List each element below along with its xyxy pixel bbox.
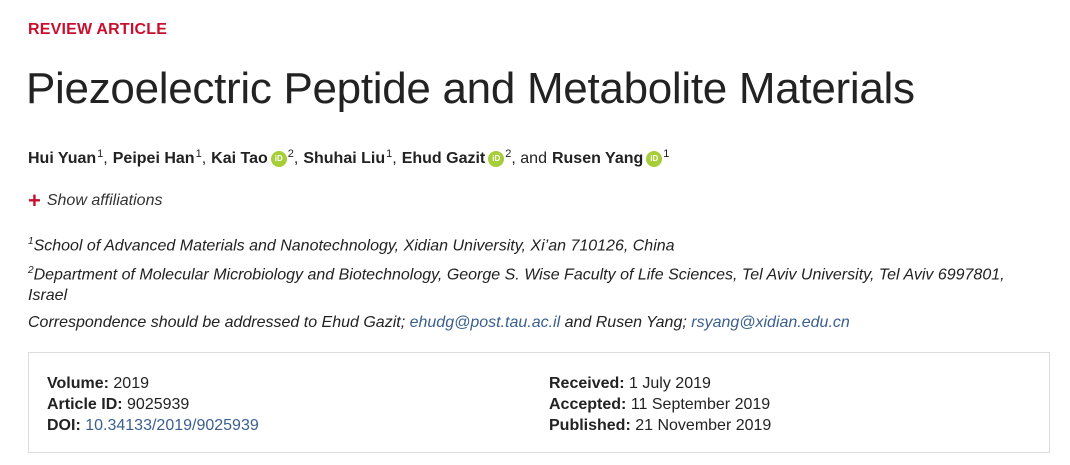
author[interactable]: Hui Yuan 1 bbox=[28, 148, 104, 168]
affiliation-text: Department of Molecular Microbiology and… bbox=[28, 266, 1005, 305]
orcid-icon[interactable]: iD bbox=[270, 151, 287, 167]
metadata-left-column: Volume: 2019 Article ID: 9025939 DOI: 10… bbox=[47, 373, 259, 436]
received-date: 1 July 2019 bbox=[629, 375, 711, 392]
article-id-value: 9025939 bbox=[127, 396, 190, 413]
author[interactable]: Peipei Han 1 bbox=[112, 148, 202, 168]
correspondence-middle: and Rusen Yang; bbox=[564, 314, 687, 331]
published-row: Published: 21 November 2019 bbox=[549, 415, 771, 436]
author-affiliation-number: 1 bbox=[97, 148, 104, 160]
article-id-label: Article ID: bbox=[47, 396, 123, 413]
received-label: Received: bbox=[549, 375, 625, 392]
author[interactable]: Kai Tao iD 2 bbox=[211, 148, 294, 168]
article-id-row: Article ID: 9025939 bbox=[47, 394, 259, 415]
metadata-right-column: Received: 1 July 2019 Accepted: 11 Septe… bbox=[549, 373, 771, 436]
author-separator: , bbox=[293, 150, 299, 167]
article-type-label: REVIEW ARTICLE bbox=[28, 21, 168, 38]
article-title: Piezoelectric Peptide and Metabolite Mat… bbox=[26, 64, 915, 113]
volume-row: Volume: 2019 bbox=[47, 373, 259, 394]
author-list: Hui Yuan 1, Peipei Han 1, Kai Tao iD 2, Shuh… bbox=[28, 148, 670, 168]
correspondence-note: Correspondence should be addressed to Eh… bbox=[28, 312, 1028, 333]
author-name[interactable]: Ehud Gazit bbox=[401, 150, 486, 167]
email-link[interactable]: rsyang@xidian.edu.cn bbox=[691, 314, 850, 331]
author-name[interactable]: Shuhai Liu bbox=[303, 150, 386, 167]
author[interactable]: Shuhai Liu 1 bbox=[303, 148, 393, 168]
doi-row: DOI: 10.34133/2019/9025939 bbox=[47, 415, 259, 436]
accepted-label: Accepted: bbox=[549, 396, 627, 413]
received-row: Received: 1 July 2019 bbox=[549, 373, 771, 394]
author-affiliation-number: 1 bbox=[386, 148, 393, 160]
author[interactable]: Ehud Gazit iD 2 bbox=[401, 148, 512, 168]
doi-link[interactable]: 10.34133/2019/9025939 bbox=[85, 417, 259, 434]
author-separator: , and bbox=[511, 150, 547, 167]
published-date: 21 November 2019 bbox=[635, 417, 772, 434]
author-separator: , bbox=[201, 150, 207, 167]
published-label: Published: bbox=[549, 417, 631, 434]
author[interactable]: Rusen Yang iD 1 bbox=[551, 148, 670, 168]
author-separator: , bbox=[103, 150, 108, 167]
author-name[interactable]: Hui Yuan bbox=[28, 150, 97, 167]
doi-label: DOI: bbox=[47, 417, 81, 434]
accepted-date: 11 September 2019 bbox=[630, 396, 771, 413]
author-name[interactable]: Kai Tao bbox=[211, 150, 268, 167]
orcid-icon[interactable]: iD bbox=[646, 151, 663, 167]
author-name[interactable]: Rusen Yang bbox=[551, 150, 644, 167]
author-name[interactable]: Peipei Han bbox=[112, 150, 195, 167]
affiliation-number: 2 bbox=[28, 265, 34, 276]
article-metadata-box: Volume: 2019 Article ID: 9025939 DOI: 10… bbox=[28, 352, 1050, 453]
author-affiliation-number: 1 bbox=[195, 148, 202, 160]
author-separator: , bbox=[392, 150, 397, 167]
affiliation-number: 1 bbox=[28, 236, 34, 247]
author-affiliation-number: 2 bbox=[505, 148, 512, 160]
orcid-icon[interactable]: iD bbox=[488, 151, 505, 167]
show-affiliations-toggle[interactable]: + Show affiliations bbox=[28, 188, 163, 213]
author-affiliation-number: 2 bbox=[287, 148, 294, 160]
email-link[interactable]: ehudg@post.tau.ac.il bbox=[409, 314, 561, 331]
correspondence-prefix: Correspondence should be addressed to Eh… bbox=[28, 314, 406, 331]
volume-value: 2019 bbox=[113, 375, 149, 392]
accepted-row: Accepted: 11 September 2019 bbox=[549, 394, 771, 415]
plus-icon[interactable]: + bbox=[28, 188, 41, 213]
author-affiliation-number: 1 bbox=[663, 148, 670, 160]
affiliation-item: 2Department of Molecular Microbiology an… bbox=[28, 260, 1028, 306]
affiliation-text: School of Advanced Materials and Nanotec… bbox=[33, 237, 675, 255]
affiliation-item: 1School of Advanced Materials and Nanote… bbox=[28, 231, 1028, 256]
show-affiliations-label[interactable]: Show affiliations bbox=[46, 192, 163, 209]
volume-label: Volume: bbox=[47, 375, 109, 392]
